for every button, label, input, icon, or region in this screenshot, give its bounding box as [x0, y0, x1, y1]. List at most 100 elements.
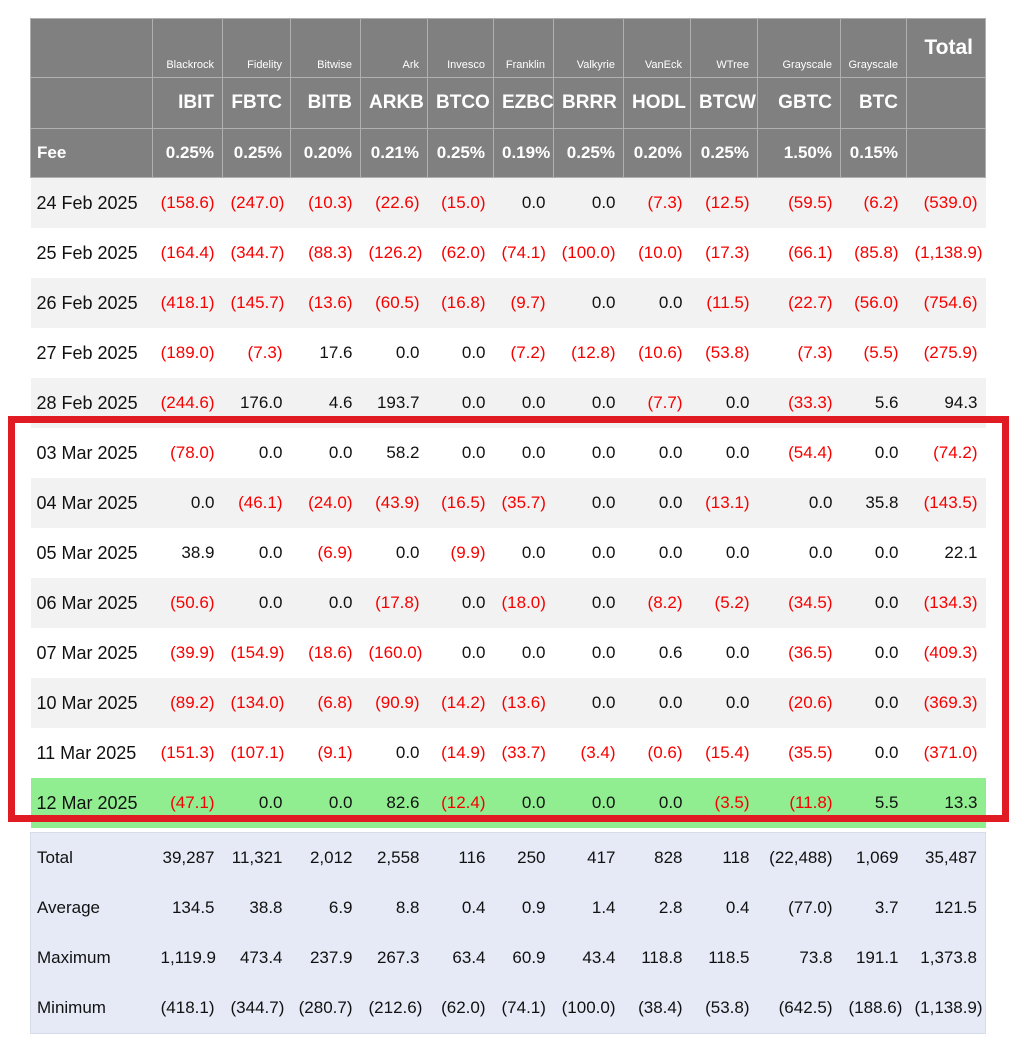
value-cell: 0.0: [395, 543, 420, 562]
value-cell: 0.0: [623, 278, 691, 328]
value-cell: (16.5): [427, 478, 494, 528]
ticker-cell-gbtc: GBTC: [757, 77, 841, 129]
date-cell: 11 Mar 2025: [36, 742, 137, 763]
summary-table: Total 39,287 11,321 2,012 2,558 116 250 417 828 1…: [30, 832, 986, 1034]
issuer-cell-ibit: Blackrock: [152, 18, 223, 78]
summary-value-cell: 39,287: [152, 832, 223, 883]
fee-cell-fbtc: 0.25%: [222, 128, 291, 178]
value-cell: (247.0): [222, 177, 291, 228]
total-header-cell: Total: [906, 18, 986, 78]
summary-value-cell: 38.8: [222, 883, 291, 933]
date-cell: 10 Mar 2025: [30, 678, 153, 728]
value-cell: (50.6): [152, 578, 223, 628]
issuer-cell-btc: Grayscale: [840, 18, 907, 78]
summary-value-cell: 11,321: [222, 832, 291, 883]
value-cell: (14.9): [441, 743, 486, 762]
value-cell: 0.0: [427, 578, 494, 628]
value-cell: (24.0): [290, 478, 361, 528]
value-cell: (1,138.9): [914, 243, 983, 262]
value-cell: 0.0: [258, 443, 283, 462]
value-cell: (22.6): [360, 177, 428, 228]
table-row: 06 Mar 2025 (50.6) 0.0 0.0 (17.8) 0.0 (18.0) 0.…: [30, 578, 986, 628]
issuer-cell-arkb: Ark: [360, 18, 428, 78]
value-cell: (9.1): [317, 743, 353, 762]
value-cell: (35.7): [493, 478, 554, 528]
value-cell: (47.1): [152, 778, 223, 828]
summary-value-cell: 417: [553, 832, 624, 883]
value-cell: (12.8): [571, 343, 616, 362]
summary-label: Minimum: [30, 983, 153, 1034]
summary-value-cell: 0.9: [493, 883, 554, 933]
date-cell: 27 Feb 2025: [36, 342, 138, 363]
value-cell: (17.3): [705, 243, 750, 262]
value-cell: (36.5): [788, 643, 833, 662]
value-cell: 0.0: [152, 478, 223, 528]
value-cell: (18.0): [493, 578, 554, 628]
summary-value-cell: 1,069: [840, 832, 907, 883]
date-cell: 26 Feb 2025: [30, 278, 153, 328]
summary-value-cell: 35,487: [906, 832, 986, 883]
value-cell: (74.2): [933, 443, 978, 462]
fee-cell-btcw: 0.25%: [690, 128, 758, 178]
value-cell: 0.0: [874, 543, 899, 562]
value-cell: (33.3): [757, 378, 841, 428]
value-cell: 0.0: [521, 443, 546, 462]
value-cell: 5.5: [840, 778, 907, 828]
summary-value-cell: 2.8: [623, 883, 691, 933]
value-cell: (90.9): [360, 678, 428, 728]
value-cell: (59.5): [757, 177, 841, 228]
summary-value-cell: 473.4: [222, 933, 291, 983]
value-cell: (158.6): [152, 177, 223, 228]
value-cell: (3.4): [580, 743, 616, 762]
summary-row: Minimum (418.1) (344.7) (280.7) (212.6) (62.0…: [30, 983, 986, 1034]
table-content: Blackrock Fidelity Bitwise Ark Invesco Frankl…: [30, 18, 986, 1034]
summary-value-cell: (22,488): [757, 832, 841, 883]
ticker-cell-btco: BTCO: [427, 77, 494, 129]
summary-value-cell: 191.1: [840, 933, 907, 983]
value-cell: (164.4): [160, 243, 215, 262]
value-cell: (160.0): [368, 643, 423, 662]
summary-section: Total 39,287 11,321 2,012 2,558 116 250 417 828 1…: [30, 832, 986, 1034]
summary-value-cell: (62.0): [427, 983, 494, 1034]
value-cell: 0.0: [553, 678, 624, 728]
date-cell: 24 Feb 2025: [30, 177, 153, 228]
summary-value-cell: 134.5: [152, 883, 223, 933]
ticker-cell-hodl: HODL: [623, 77, 691, 129]
value-cell: (13.6): [493, 678, 554, 728]
date-cell: 04 Mar 2025: [30, 478, 153, 528]
table-row: 25 Feb 2025 (164.4) (344.7) (88.3) (126.2) (6…: [31, 228, 986, 278]
value-cell: 0.0: [553, 278, 624, 328]
fee-cell-arkb: 0.21%: [360, 128, 428, 178]
value-cell: (10.0): [638, 243, 683, 262]
value-cell: 0.0: [427, 378, 494, 428]
value-cell: (145.7): [222, 278, 291, 328]
summary-value-cell: 6.9: [290, 883, 361, 933]
value-cell: 0.6: [658, 643, 683, 662]
value-cell: (6.8): [290, 678, 361, 728]
value-cell: (13.6): [290, 278, 361, 328]
value-cell: (33.7): [501, 743, 546, 762]
issuer-cell-brrr: Valkyrie: [553, 18, 624, 78]
issuer-cell-fbtc: Fidelity: [222, 18, 291, 78]
value-cell: (46.1): [222, 478, 291, 528]
value-cell: 0.0: [658, 443, 683, 462]
value-cell: (154.9): [230, 643, 285, 662]
value-cell: (134.0): [222, 678, 291, 728]
summary-value-cell: 118: [690, 832, 758, 883]
fee-cell-bitb: 0.20%: [290, 128, 361, 178]
value-cell: 0.0: [461, 343, 486, 362]
ticker-row: IBIT FBTC BITB ARKB BTCO EZBC BRRR HODL BTCW GBTC…: [30, 77, 986, 129]
summary-value-cell: (280.7): [290, 983, 361, 1034]
value-cell: 0.0: [658, 543, 683, 562]
date-cell: 06 Mar 2025: [30, 578, 153, 628]
table-row: 12 Mar 2025 (47.1) 0.0 0.0 82.6 (12.4) 0.0 0.0 0…: [30, 778, 986, 828]
value-cell: 0.0: [725, 543, 750, 562]
value-cell: 0.0: [461, 643, 486, 662]
summary-body: Total 39,287 11,321 2,012 2,558 116 250 417 828 1…: [30, 832, 986, 1034]
summary-value-cell: (418.1): [152, 983, 223, 1034]
summary-value-cell: 1,373.8: [906, 933, 986, 983]
value-cell: 5.6: [840, 378, 907, 428]
summary-row: Maximum 1,119.9 473.4 237.9 267.3 63.4 60.9 43.…: [30, 933, 986, 983]
table-row: 07 Mar 2025 (39.9) (154.9) (18.6) (160.0) 0.0…: [31, 628, 986, 678]
